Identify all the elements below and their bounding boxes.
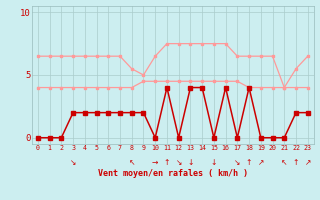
Text: ↓: ↓ xyxy=(211,158,217,167)
Text: ↘: ↘ xyxy=(234,158,241,167)
Text: ↑: ↑ xyxy=(293,158,299,167)
Text: ↘: ↘ xyxy=(70,158,76,167)
Text: ↑: ↑ xyxy=(246,158,252,167)
Text: ↗: ↗ xyxy=(305,158,311,167)
Text: ↘: ↘ xyxy=(175,158,182,167)
Text: ↗: ↗ xyxy=(258,158,264,167)
Text: ↑: ↑ xyxy=(164,158,170,167)
Text: →: → xyxy=(152,158,158,167)
Text: ↖: ↖ xyxy=(129,158,135,167)
Text: ↖: ↖ xyxy=(281,158,287,167)
X-axis label: Vent moyen/en rafales ( km/h ): Vent moyen/en rafales ( km/h ) xyxy=(98,169,248,178)
Text: ↓: ↓ xyxy=(187,158,194,167)
